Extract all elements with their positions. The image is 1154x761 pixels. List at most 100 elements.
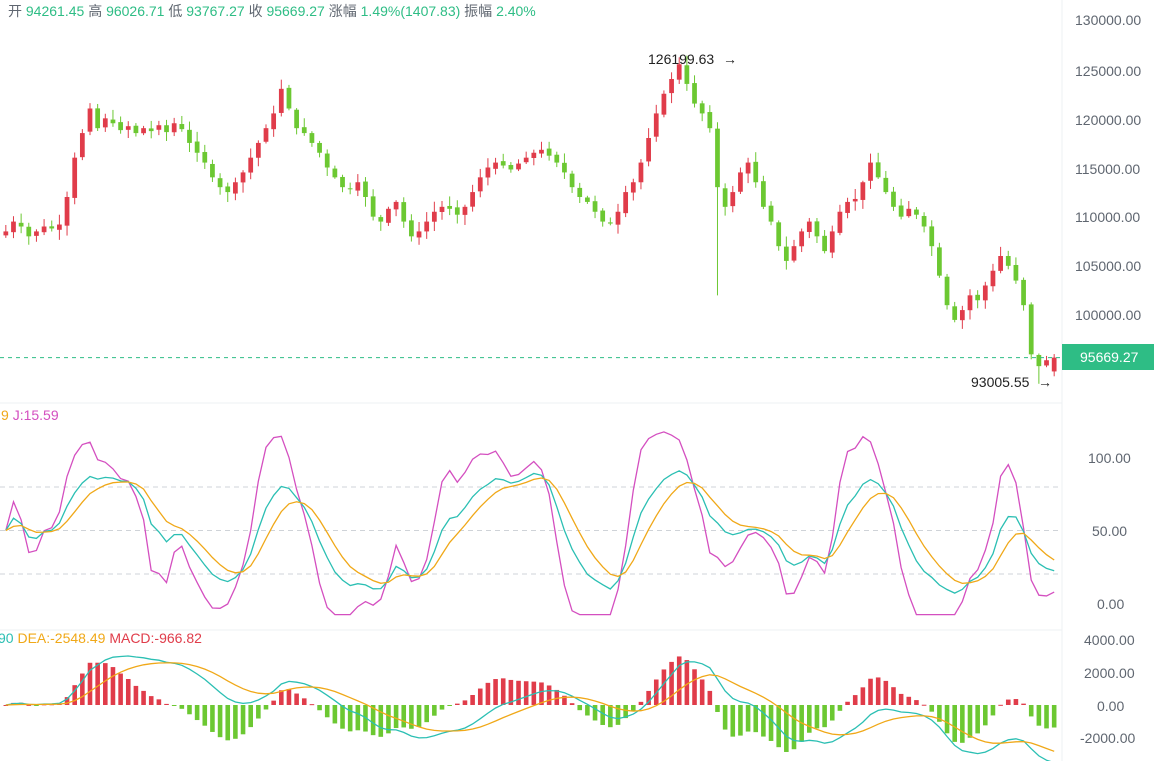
candle-body [187, 129, 192, 143]
macd-bar [753, 705, 759, 733]
candle-body [355, 182, 361, 191]
macd-bar [852, 695, 858, 705]
macd-bar [1021, 703, 1026, 705]
macd-bar [447, 705, 452, 706]
candle-body [255, 142, 261, 158]
macd-legend: 90 DEA:-2548.49 MACD:-966.82 [0, 630, 202, 646]
macd-bar [370, 705, 376, 736]
macd-bar [592, 705, 598, 721]
macd-bar [814, 705, 820, 729]
macd-bar [378, 705, 384, 737]
macd-bar [141, 690, 146, 705]
macd-bar [470, 695, 475, 705]
candle-body [424, 221, 430, 232]
kdj-partial-label: 9 [1, 407, 9, 423]
candle-body [508, 165, 514, 170]
candle-body [998, 256, 1003, 271]
macd-bar [898, 693, 904, 705]
candle-body [378, 217, 384, 222]
candle-body [615, 211, 621, 225]
macd-bar [822, 705, 827, 728]
macd-bar [301, 698, 307, 705]
candle-body [3, 231, 9, 236]
macd-bar [967, 705, 973, 738]
macd-tick: 2000.00 [1084, 665, 1135, 681]
candle-body [722, 188, 728, 207]
macd-bar [983, 705, 988, 726]
kdj-d-line [5, 477, 1055, 585]
macd-bar [784, 705, 789, 752]
candle-body [102, 118, 108, 128]
candle-body [210, 163, 215, 178]
candle-body [814, 221, 820, 237]
candle-body [340, 176, 345, 188]
candle-body [125, 126, 131, 130]
macd-partial-label: 90 [0, 630, 14, 646]
macd-bar [225, 705, 231, 741]
macd-bar [585, 705, 590, 716]
candle-body [829, 231, 835, 253]
candle-body [600, 210, 606, 222]
macd-bar [409, 705, 414, 729]
candle-body [699, 103, 705, 114]
kdj-axis: 100.00 50.00 0.00 [1088, 450, 1131, 612]
macd-bar [937, 705, 942, 722]
candle-body [225, 186, 231, 193]
candle-body [952, 306, 958, 320]
macd-bar [669, 661, 674, 705]
macd-bar [539, 682, 544, 705]
candle-body [676, 64, 682, 80]
macd-axis: 4000.00 2000.00 0.00 -2000.00 [1080, 632, 1135, 746]
macd-bar [493, 679, 498, 705]
macd-bar [286, 688, 292, 705]
candle-body [929, 226, 935, 247]
candle-body [26, 226, 32, 237]
macd-bar [960, 705, 965, 743]
macd-bar [676, 656, 682, 705]
candle-body [301, 127, 307, 134]
macd-bar [1051, 705, 1057, 728]
macd-bar [623, 705, 628, 719]
candle-body [202, 152, 208, 163]
candle-body [409, 220, 414, 237]
macd-bar [562, 695, 567, 705]
candle-body [79, 133, 85, 158]
candle-body [753, 161, 759, 183]
candle-body [347, 188, 353, 190]
macd-bar [401, 705, 407, 728]
macd-bar [615, 705, 621, 725]
macd-bar [692, 669, 697, 705]
macd-bar [906, 696, 912, 705]
candle-body [447, 205, 453, 209]
candle-body [975, 294, 981, 301]
candle-body [485, 167, 491, 178]
candle-body [370, 196, 376, 217]
high-label: 高 [88, 3, 102, 19]
macd-bar [263, 705, 269, 710]
macd-bar [952, 705, 957, 742]
macd-dea-line [5, 662, 1055, 752]
candle-body [531, 152, 537, 158]
macd-bar [256, 705, 261, 719]
candle-body [959, 310, 965, 321]
macd-bar [347, 705, 353, 732]
candle-body [914, 209, 919, 215]
candle-body [783, 246, 789, 261]
candle-body [906, 208, 912, 217]
macd-bar [179, 705, 185, 709]
kdj-tick: 100.00 [1088, 450, 1131, 466]
candle-body [791, 246, 797, 261]
candle-body [64, 197, 70, 226]
amplitude-value: 2.40% [496, 3, 536, 19]
candle-body [386, 208, 391, 223]
price-tick: 105000.00 [1075, 258, 1141, 274]
macd-bar [891, 687, 896, 705]
macd-bar [485, 682, 491, 705]
candle-body [845, 201, 850, 213]
candle-body [87, 108, 93, 132]
candle-body [944, 276, 950, 306]
candle-body [248, 157, 254, 173]
candle-body [278, 88, 284, 113]
macd-bar [279, 690, 284, 705]
candle-body [707, 112, 713, 129]
